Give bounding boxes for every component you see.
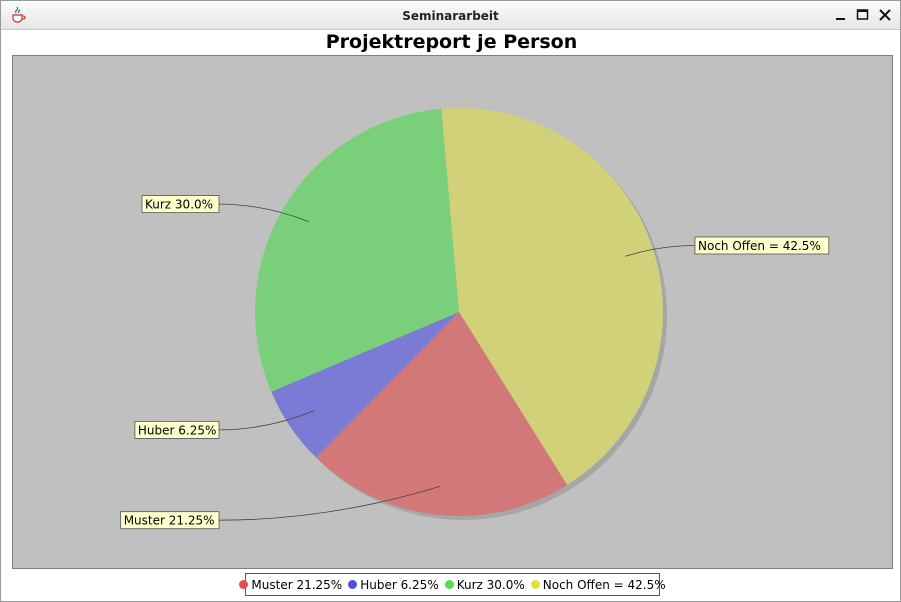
legend-label-muster: Muster 21.25% bbox=[251, 577, 343, 592]
legend-item-offen: Noch Offen = 42.5% bbox=[530, 577, 666, 592]
legend-label-kurz: Kurz 30.0% bbox=[456, 577, 525, 592]
plot-area: Noch Offen = 42.5% Muster 21.25% Huber 6.2… bbox=[12, 55, 893, 569]
chart-panel: Projektreport je Person Noch Offen = 42.… bbox=[7, 30, 896, 598]
label-box-muster bbox=[120, 511, 220, 530]
pie-slice-offen bbox=[441, 108, 663, 486]
legend-item-muster: Muster 21.25% bbox=[239, 578, 342, 592]
label-box-kurz bbox=[141, 195, 220, 214]
label-connector-kurz bbox=[218, 203, 309, 222]
legend-label-huber: Huber 6.25% bbox=[360, 577, 439, 592]
chart-title: Projektreport je Person bbox=[325, 31, 578, 53]
legend-item-kurz: Kurz 30.0% bbox=[444, 577, 525, 592]
slice-label-offen: Noch Offen = 42.5% bbox=[698, 239, 821, 253]
legend-label-offen: Noch Offen = 42.5% bbox=[542, 577, 666, 592]
legend-swatch-muster bbox=[239, 580, 249, 589]
maximize-icon[interactable] bbox=[855, 7, 871, 23]
slice-label-huber: Huber 6.25% bbox=[138, 423, 217, 437]
label-box-huber bbox=[134, 420, 220, 439]
title-bar[interactable]: Seminararbeit bbox=[1, 1, 900, 30]
label-connector-huber bbox=[218, 410, 315, 431]
slice-label-muster: Muster 21.25% bbox=[124, 514, 215, 528]
pie-slice-muster bbox=[316, 312, 568, 516]
close-icon[interactable] bbox=[877, 7, 893, 23]
chart-legend: Muster 21.25% Huber 6.25% Kurz 30.0% Noch O… bbox=[239, 573, 666, 596]
label-connector-muster bbox=[218, 486, 441, 521]
window-title: Seminararbeit bbox=[402, 9, 499, 23]
legend-swatch-kurz bbox=[444, 580, 454, 589]
java-cup-icon bbox=[12, 7, 26, 23]
legend-item-huber: Huber 6.25% bbox=[348, 578, 439, 592]
slice-label-kurz: Kurz 30.0% bbox=[145, 198, 213, 212]
pie-slice-kurz bbox=[255, 108, 459, 392]
legend-swatch-huber bbox=[348, 580, 358, 589]
minimize-icon[interactable] bbox=[833, 7, 849, 23]
legend-swatch-offen bbox=[530, 580, 540, 589]
pie-slice-huber bbox=[271, 312, 459, 458]
pie-chart: Noch Offen = 42.5% Muster 21.25% Huber 6.2… bbox=[120, 108, 830, 530]
label-box-offen bbox=[694, 236, 830, 255]
label-connector-offen bbox=[625, 245, 696, 257]
